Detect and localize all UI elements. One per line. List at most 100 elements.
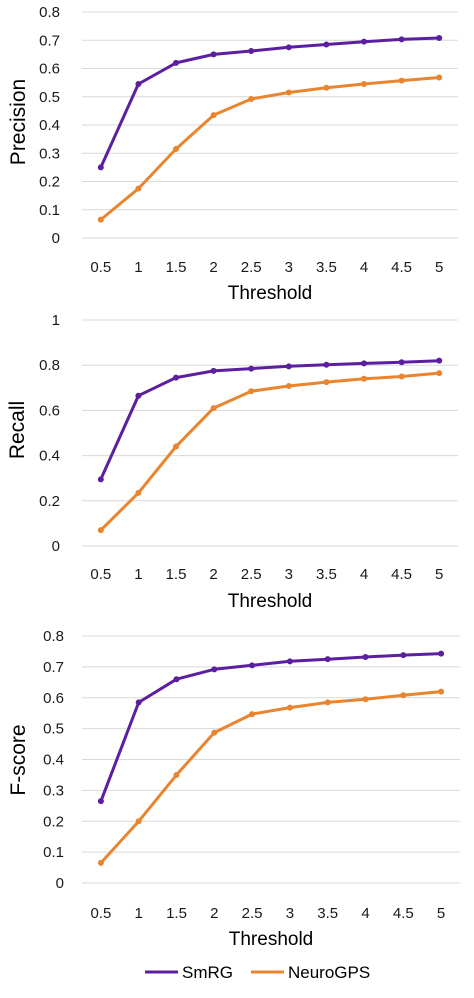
data-point-neurogps	[211, 729, 218, 736]
x-axis-title: Threshold	[229, 929, 314, 950]
y-tick-label: 0.7	[39, 32, 60, 49]
data-point-neurogps	[362, 696, 369, 703]
x-tick-label: 4	[360, 259, 368, 276]
data-point-neurogps	[323, 84, 330, 91]
x-tick-label: 2.5	[241, 566, 262, 583]
legend-label-neurogps: NeuroGPS	[288, 963, 370, 982]
y-axis-title: Recall	[6, 401, 29, 459]
data-point-neurogps	[436, 74, 443, 81]
data-point-smrg	[398, 36, 405, 43]
y-tick-label: 0.4	[39, 117, 60, 134]
y-tick-label: 0.2	[43, 813, 64, 830]
x-tick-label: 1	[134, 259, 142, 276]
x-tick-label: 1.5	[166, 905, 187, 922]
data-point-neurogps	[248, 96, 255, 103]
data-point-neurogps	[361, 375, 367, 382]
x-tick-label: 3.5	[316, 566, 337, 583]
data-point-smrg	[97, 164, 104, 171]
data-point-smrg	[362, 653, 369, 660]
x-tick-label: 1.5	[166, 259, 187, 276]
data-point-smrg	[400, 652, 407, 659]
x-tick-label: 0.5	[90, 259, 111, 276]
legend: SmRG NeuroGPS	[145, 963, 370, 982]
data-point-smrg	[323, 361, 330, 368]
data-point-smrg	[135, 699, 142, 706]
x-tick-label: 4.5	[391, 566, 412, 583]
y-axis-title: Precision	[7, 79, 30, 165]
data-point-smrg	[135, 81, 142, 88]
x-tick-label: 5	[437, 905, 445, 922]
y-tick-label: 0.3	[39, 145, 60, 162]
y-tick-label: 0	[56, 875, 64, 892]
data-point-neurogps	[361, 81, 367, 88]
data-point-smrg	[285, 44, 292, 51]
series-line-neurogps	[99, 690, 443, 865]
data-point-neurogps	[173, 443, 179, 450]
data-point-neurogps	[436, 370, 443, 377]
x-tick-label: 2.5	[241, 259, 262, 276]
data-point-smrg	[323, 41, 330, 48]
data-point-neurogps	[249, 711, 256, 718]
x-tick-label: 1.5	[166, 566, 187, 583]
data-point-neurogps	[97, 527, 104, 534]
data-point-smrg	[97, 476, 104, 483]
data-point-smrg	[173, 374, 179, 381]
series-line-neurogps	[99, 76, 441, 222]
y-tick-label: 0.2	[39, 493, 60, 510]
data-point-smrg	[135, 392, 142, 399]
series-line-smrg	[99, 36, 441, 169]
data-point-smrg	[324, 656, 331, 663]
x-tick-label: 5	[435, 566, 443, 583]
data-point-smrg	[438, 650, 445, 657]
data-point-smrg	[210, 367, 217, 374]
x-tick-label: 2	[209, 566, 217, 583]
data-point-neurogps	[285, 382, 292, 389]
y-tick-label: 0.6	[39, 61, 60, 78]
data-point-neurogps	[173, 146, 179, 153]
x-tick-label: 4.5	[391, 259, 412, 276]
y-tick-label: 0.8	[43, 628, 64, 645]
data-point-neurogps	[248, 388, 255, 395]
y-tick-label: 0.2	[39, 174, 60, 191]
y-tick-label: 1	[52, 312, 60, 329]
data-point-smrg	[436, 357, 443, 364]
data-point-smrg	[211, 666, 218, 673]
data-point-neurogps	[324, 699, 331, 706]
data-point-neurogps	[400, 692, 407, 699]
data-point-smrg	[173, 59, 179, 66]
x-tick-label: 3	[286, 905, 294, 922]
data-point-smrg	[249, 662, 256, 669]
data-point-neurogps	[210, 405, 217, 412]
x-tick-label: 1	[134, 566, 142, 583]
data-point-neurogps	[438, 688, 445, 695]
y-tick-label: 0.1	[43, 844, 64, 861]
data-point-neurogps	[97, 859, 104, 866]
data-point-neurogps	[97, 216, 104, 223]
data-point-smrg	[248, 47, 255, 54]
data-point-smrg	[398, 359, 405, 366]
x-axis-title: Threshold	[228, 591, 313, 612]
data-point-smrg	[286, 658, 293, 665]
y-tick-label: 0.6	[39, 402, 60, 419]
data-point-neurogps	[135, 489, 142, 496]
chart-panel-f-score: 0 0.1 0.2 0.3 0.4 0.5 0.6 0.7 0.8 0.5 1 1.5 2 2.5 3 3.5…	[7, 628, 460, 950]
x-tick-label: 1	[135, 905, 143, 922]
x-tick-label: 0.5	[90, 566, 111, 583]
data-point-neurogps	[398, 77, 405, 84]
x-tick-label: 4.5	[393, 905, 414, 922]
y-tick-label: 0.7	[43, 659, 64, 676]
x-tick-label: 4	[361, 905, 369, 922]
chart-panel-recall: 0 0.2 0.4 0.6 0.8 1 0.5 1 1.5 2 2.5 3 3.5 4 4.5 5 Thresh…	[6, 312, 458, 612]
data-point-smrg	[361, 360, 367, 367]
data-point-neurogps	[285, 89, 292, 96]
y-tick-label: 0.8	[39, 357, 60, 374]
legend-label-smrg: SmRG	[182, 963, 233, 982]
series-line-neurogps	[99, 371, 441, 532]
x-tick-label: 2	[210, 905, 218, 922]
x-tick-label: 4	[360, 566, 368, 583]
y-tick-label: 0.1	[39, 202, 60, 219]
data-point-neurogps	[173, 771, 180, 778]
x-axis-title: Threshold	[228, 283, 313, 304]
data-point-neurogps	[210, 112, 217, 119]
y-tick-label: 0.4	[43, 752, 64, 769]
